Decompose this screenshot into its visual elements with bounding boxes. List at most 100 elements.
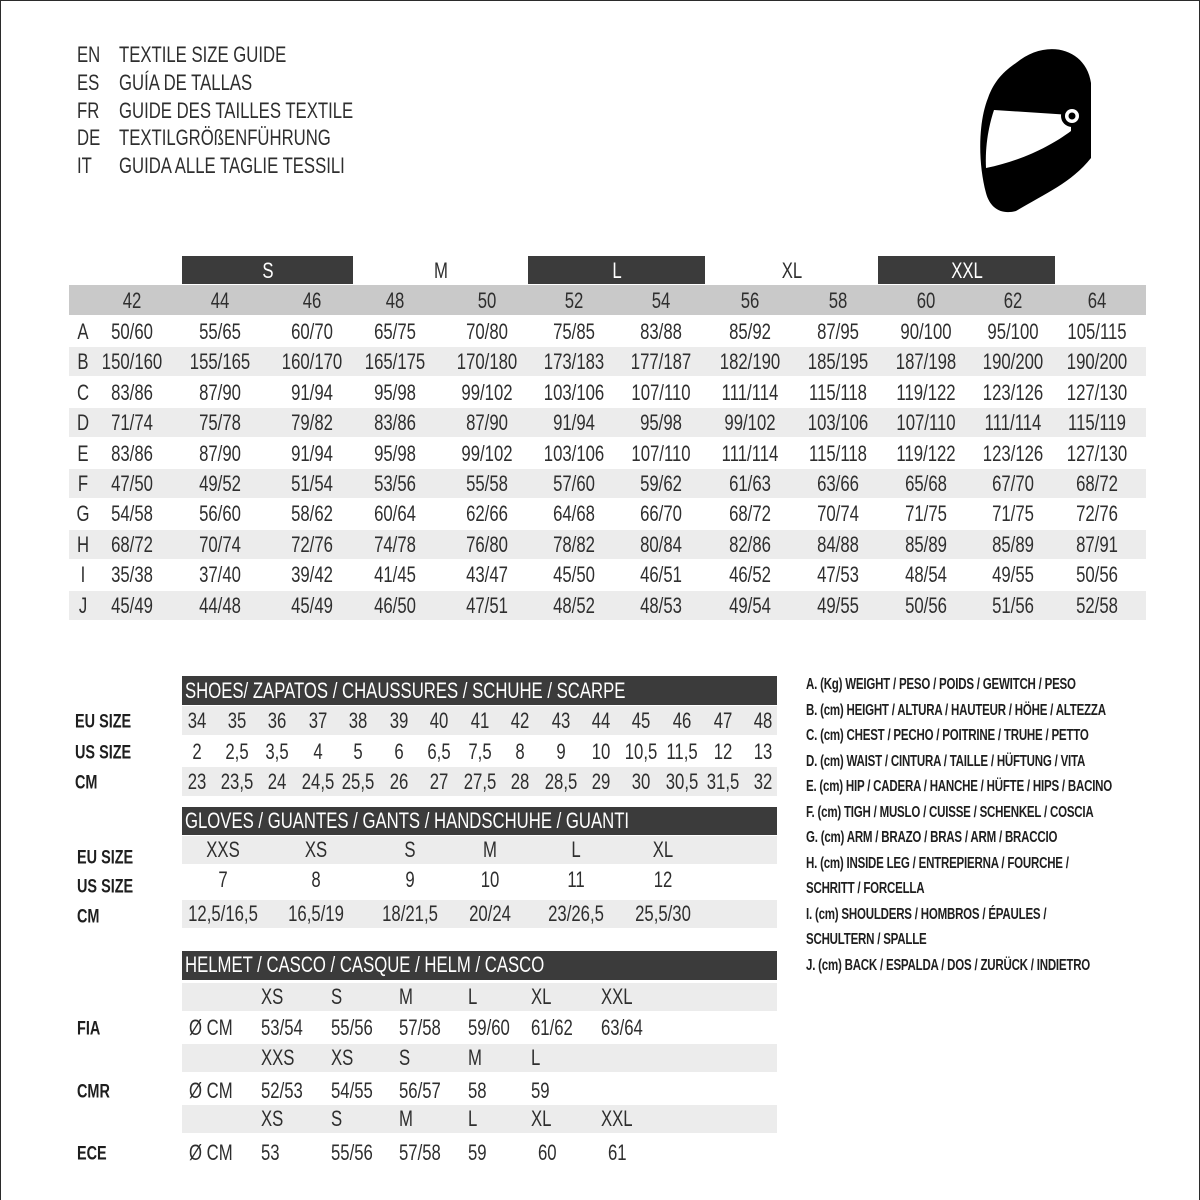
legend-line: F. (cm) TIGH / MUSLO / CUISSE / SCHENKEL… (806, 803, 1094, 821)
table-cell: 62/66 (466, 501, 508, 527)
table-cell: 49/52 (199, 471, 241, 496)
helmet-value: 61/62 (531, 1015, 573, 1040)
table-cell: 71/75 (992, 501, 1034, 527)
table-row-band (69, 347, 1146, 377)
table-cell: 83/86 (111, 379, 153, 405)
helmet-title: HELMET / CASCO / CASQUE / HELM / CASCO (185, 952, 545, 977)
eu-size-header: 64 (1087, 288, 1107, 313)
table-cell: 49/54 (729, 592, 771, 618)
guide-title: GUIDA ALLE TAGLIE TESSILI (119, 153, 345, 179)
eu-size-header: 46 (302, 288, 322, 313)
shoes-cell: 6,5 (427, 738, 451, 764)
eu-size-header: 54 (651, 288, 671, 313)
table-cell: 74/78 (374, 531, 416, 557)
table-cell: 91/94 (291, 440, 333, 466)
table-cell: 160/170 (281, 349, 343, 375)
eu-size-header-band (69, 285, 1146, 315)
table-cell: 99/102 (461, 379, 513, 405)
size-group-label: XL (781, 258, 802, 283)
table-cell: 64/68 (553, 501, 595, 527)
table-cell: 103/106 (543, 440, 605, 466)
language-code: EN (77, 42, 101, 67)
shoes-row-band (182, 706, 777, 735)
legend-line: B. (cm) HEIGHT / ALTURA / HAUTEUR / HÖHE… (806, 701, 1106, 719)
table-cell: 78/82 (553, 531, 595, 557)
helmet-value: 63/64 (601, 1015, 643, 1040)
shoes-cell: 43 (551, 708, 571, 733)
table-cell: 51/56 (992, 592, 1034, 618)
eu-size-header: 44 (210, 288, 230, 313)
language-code: FR (77, 97, 100, 123)
table-cell: 46/50 (374, 592, 416, 618)
table-cell: 70/80 (466, 319, 508, 344)
shoes-cell: 24 (267, 769, 287, 794)
table-cell: 99/102 (724, 410, 776, 436)
size-group-label: M (433, 258, 448, 283)
shoes-row-label: EU SIZE (75, 711, 132, 733)
shoes-cell: 37 (308, 708, 328, 733)
table-cell: 111/114 (984, 410, 1042, 436)
table-cell: 68/72 (111, 531, 153, 557)
table-cell: 63/66 (817, 471, 859, 496)
gloves-cell: 7 (218, 867, 228, 892)
shoes-cell: 10 (591, 738, 611, 764)
table-cell: 111/114 (721, 379, 779, 405)
helmet-size: XL (531, 1106, 552, 1131)
helmet-size: S (331, 984, 343, 1009)
table-cell: 60/70 (291, 319, 333, 344)
shoes-cell: 23,5 (220, 769, 254, 794)
shoes-cell: 30,5 (665, 769, 699, 794)
shoes-cell: 9 (556, 738, 566, 764)
shoes-cell: 34 (187, 708, 207, 733)
table-cell: 51/54 (291, 471, 333, 496)
shoes-row-label: CM (75, 772, 98, 794)
table-cell: 41/45 (374, 562, 416, 588)
table-cell: 49/55 (992, 562, 1034, 588)
helmet-icon (980, 49, 1091, 213)
table-cell: 45/49 (291, 592, 333, 618)
shoes-cell: 5 (353, 738, 363, 764)
table-cell: 87/91 (1076, 531, 1118, 557)
shoes-cell: 40 (429, 708, 449, 733)
helmet-size: L (468, 1106, 478, 1131)
table-cell: 43/47 (466, 562, 508, 588)
eu-size-header: 42 (122, 288, 142, 313)
helmet-size: L (468, 984, 478, 1009)
table-cell: 58/62 (291, 501, 333, 527)
table-cell: 48/53 (640, 592, 682, 618)
table-cell: 55/58 (466, 471, 508, 496)
table-cell: 45/49 (111, 592, 153, 618)
shoes-cell: 13 (753, 738, 773, 764)
eu-size-header: 52 (564, 288, 584, 313)
table-cell: 177/187 (630, 349, 692, 375)
table-cell: 66/70 (640, 501, 682, 527)
helmet-size: XS (261, 984, 284, 1009)
helmet-header-band (182, 951, 777, 980)
gloves-cell: M (483, 837, 497, 862)
table-row-band (69, 469, 1146, 498)
table-cell: 47/53 (817, 562, 859, 588)
shoes-cell: 25,5 (341, 769, 375, 794)
language-code: DE (77, 125, 101, 151)
shoes-cell: 44 (591, 708, 611, 733)
helmet-size: M (399, 984, 413, 1009)
gloves-title: GLOVES / GUANTES / GANTS / HANDSCHUHE / … (185, 808, 630, 833)
legend-line: H. (cm) INSIDE LEG / ENTREPIERNA / FOURC… (806, 854, 1069, 872)
table-cell: 107/110 (631, 440, 691, 466)
table-cell: 190/200 (982, 349, 1044, 375)
shoes-cell: 3,5 (265, 738, 289, 764)
row-letter: H (76, 531, 90, 557)
guide-title: TEXTILE SIZE GUIDE (119, 42, 287, 67)
helmet-unit: Ø CM (189, 1015, 233, 1040)
table-cell: 75/78 (199, 410, 241, 436)
legend-line: I. (cm) SHOULDERS / HOMBROS / ÉPAULES / (806, 905, 1047, 923)
table-cell: 71/75 (905, 501, 947, 527)
helmet-value: 56/57 (399, 1077, 441, 1103)
table-cell: 50/56 (1076, 562, 1118, 588)
table-cell: 48/54 (905, 562, 947, 588)
helmet-size: XXS (261, 1045, 295, 1070)
gloves-cell: L (571, 837, 581, 862)
language-code: ES (77, 69, 100, 95)
table-cell: 87/90 (199, 440, 241, 466)
table-cell: 39/42 (291, 562, 333, 588)
